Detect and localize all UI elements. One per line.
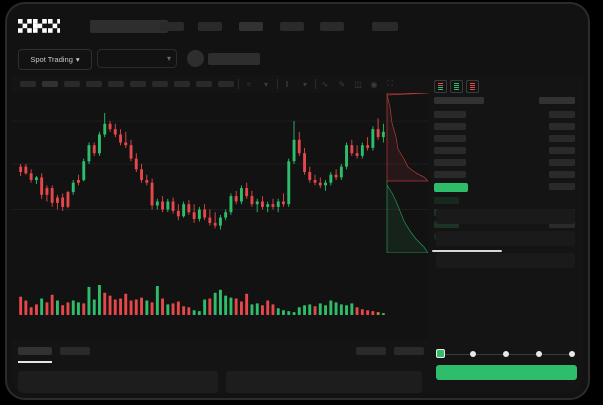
orderbook-column-header-right xyxy=(539,97,575,104)
depth-svg xyxy=(386,93,428,253)
ask-row-size[interactable] xyxy=(549,111,575,118)
orderbook-both-bars xyxy=(438,82,443,91)
timeframe-button-3[interactable] xyxy=(64,81,80,87)
timeframe-button-9[interactable] xyxy=(196,81,212,87)
pair-name-placeholder xyxy=(208,53,260,65)
trading-mode-selector[interactable]: Spot Trading ▾ xyxy=(18,49,92,70)
orderbook-list[interactable] xyxy=(428,95,583,247)
compare-icon[interactable]: ‖ xyxy=(285,79,289,89)
timeframe-button-7[interactable] xyxy=(152,81,168,87)
bottom-action-1[interactable] xyxy=(356,347,386,355)
timeframe-button-4[interactable] xyxy=(86,81,102,87)
last-price-highlight xyxy=(434,183,468,192)
slider-stop-75[interactable] xyxy=(536,350,542,357)
top-navigation-bar xyxy=(12,9,583,43)
candlestick-chart[interactable] xyxy=(12,93,428,253)
chevron-down-icon[interactable]: ▾ xyxy=(263,79,268,89)
ask-row-price[interactable] xyxy=(434,111,466,118)
pair-avatar xyxy=(187,50,204,67)
toolbar-divider-2 xyxy=(277,79,278,89)
pair-selector[interactable]: ▾ xyxy=(97,49,177,68)
orderbook-bids-bars xyxy=(454,82,459,91)
nav-item-3[interactable] xyxy=(239,22,263,31)
settings-icon[interactable]: ◉ xyxy=(370,79,378,89)
bid-row-price[interactable] xyxy=(434,221,459,228)
chart-toolbar: ≈ ▾ ‖ ▾ ∿ ✎ ◫ ◉ ⛶ xyxy=(12,75,428,94)
ask-row-size[interactable] xyxy=(549,171,575,178)
orderbook-column-header-left xyxy=(434,97,484,104)
timeframe-button-5[interactable] xyxy=(108,81,124,87)
slider-stop-100[interactable] xyxy=(569,350,575,357)
ask-row-size[interactable] xyxy=(549,147,575,154)
account-placeholder[interactable] xyxy=(90,20,168,33)
bid-row-price[interactable] xyxy=(434,197,459,204)
nav-item-4[interactable] xyxy=(280,22,304,31)
orderbook-bids-icon[interactable] xyxy=(450,80,463,93)
candlestick-svg xyxy=(12,113,428,230)
bottom-tab-active-indicator xyxy=(18,361,52,363)
price-field[interactable] xyxy=(436,231,575,246)
orderbook-asks-bars xyxy=(470,82,475,91)
line-tool-icon[interactable]: ∿ xyxy=(321,79,329,89)
ask-row-size[interactable] xyxy=(549,123,575,130)
volume-chart xyxy=(12,253,428,339)
amount-percent-slider[interactable] xyxy=(436,349,577,359)
orderbook-asks-icon[interactable] xyxy=(466,80,479,93)
timeframe-button-2[interactable] xyxy=(42,81,58,87)
orderbook-trade-panel: Buy Sell xyxy=(428,75,583,393)
chevron-down-icon: ▾ xyxy=(166,54,171,63)
toolbar-divider xyxy=(238,79,239,89)
bottom-tab-1[interactable] xyxy=(18,347,52,355)
toolbar-divider-3 xyxy=(315,79,316,89)
nav-item-6[interactable] xyxy=(372,22,398,31)
nav-item-1[interactable] xyxy=(160,22,184,31)
okx-logo[interactable] xyxy=(18,19,60,33)
ask-row-size[interactable] xyxy=(549,159,575,166)
ask-row-price[interactable] xyxy=(434,123,466,130)
chevron-down-icon: ▾ xyxy=(75,55,80,64)
ask-row-price[interactable] xyxy=(434,147,466,154)
orderbook-both-icon[interactable] xyxy=(434,80,447,93)
nav-item-5[interactable] xyxy=(320,22,344,31)
bottom-action-2[interactable] xyxy=(394,347,424,355)
ask-row-size[interactable] xyxy=(549,135,575,142)
buy-tab-active-indicator xyxy=(432,250,502,252)
fullscreen-icon[interactable]: ⛶ xyxy=(387,79,393,88)
timeframe-button-10[interactable] xyxy=(218,81,234,87)
place-buy-order-button[interactable] xyxy=(436,365,577,380)
slider-handle[interactable] xyxy=(436,349,445,358)
timeframe-button-6[interactable] xyxy=(130,81,146,87)
ask-row-price[interactable] xyxy=(434,159,466,166)
trading-mode-label: Spot Trading xyxy=(30,55,73,64)
amount-field[interactable] xyxy=(436,253,575,268)
trading-subheader: Spot Trading ▾ ▾ xyxy=(12,43,583,96)
slider-stop-50[interactable] xyxy=(503,350,509,357)
timeframe-button-8[interactable] xyxy=(174,81,190,87)
timeframe-button-1[interactable] xyxy=(20,81,36,87)
pencil-icon[interactable]: ✎ xyxy=(338,79,346,89)
chevron-down-icon-2[interactable]: ▾ xyxy=(302,79,307,89)
order-type-field[interactable] xyxy=(436,209,575,224)
bottom-tab-2[interactable] xyxy=(60,347,90,355)
slider-stop-25[interactable] xyxy=(470,350,476,357)
volume-svg xyxy=(19,285,385,315)
bottom-panel-1[interactable] xyxy=(18,371,218,393)
nav-item-2[interactable] xyxy=(198,22,222,31)
ask-row-price[interactable] xyxy=(434,171,466,178)
bid-row-size[interactable] xyxy=(549,221,575,228)
app-screen: Spot Trading ▾ ▾ xyxy=(12,9,583,393)
camera-icon[interactable]: ◫ xyxy=(354,79,362,89)
indicators-icon[interactable]: ≈ xyxy=(246,79,252,89)
bottom-panel-2[interactable] xyxy=(226,371,422,393)
depth-profile-chart xyxy=(386,93,428,253)
ask-row-price[interactable] xyxy=(434,135,466,142)
last-price-size xyxy=(549,183,575,190)
bottom-tab-bar xyxy=(12,339,428,393)
